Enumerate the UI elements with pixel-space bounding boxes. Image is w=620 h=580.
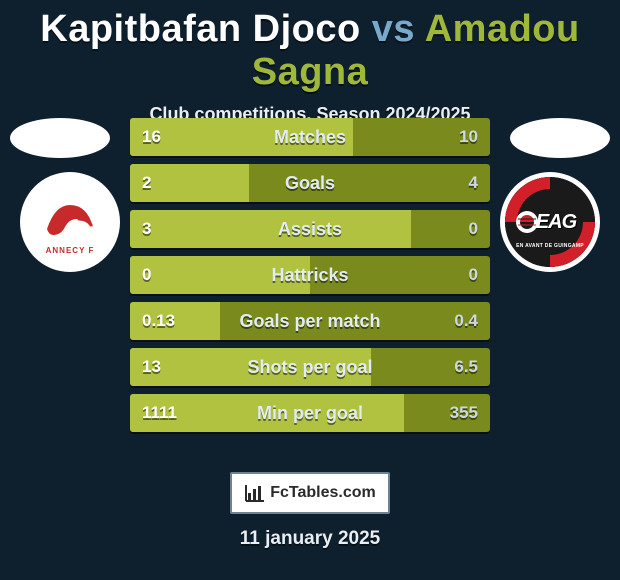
stat-value-right: 4 [469, 164, 478, 202]
stat-label: Matches [130, 118, 490, 156]
player1-club-badge: ANNECY F [20, 172, 120, 272]
stat-row: 3Assists0 [130, 210, 490, 248]
stat-label: Hattricks [130, 256, 490, 294]
player2-flag [510, 118, 610, 158]
stat-row: 0Hattricks0 [130, 256, 490, 294]
stat-value-right: 0.4 [454, 302, 478, 340]
fctables-badge: FcTables.com [230, 472, 390, 514]
eag-logo: EAG EN AVANT DE GUINGAMP [505, 177, 595, 267]
stat-value-right: 0 [469, 256, 478, 294]
bars-chart-icon [244, 483, 266, 503]
stat-label: Min per goal [130, 394, 490, 432]
stat-row: 16Matches10 [130, 118, 490, 156]
eag-subline: EN AVANT DE GUINGAMP [505, 243, 595, 249]
stat-row: 0.13Goals per match0.4 [130, 302, 490, 340]
stats-bars: 16Matches102Goals43Assists00Hattricks00.… [130, 118, 490, 440]
footer: FcTables.com 11 january 2025 [0, 472, 620, 550]
stat-label: Assists [130, 210, 490, 248]
annecy-logo: ANNECY F [35, 187, 105, 257]
eag-label: EAG [536, 211, 576, 234]
date: 11 january 2025 [240, 528, 381, 550]
stat-value-right: 6.5 [454, 348, 478, 386]
stat-value-right: 0 [469, 210, 478, 248]
annecy-label: ANNECY F [35, 246, 105, 255]
player1-flag [10, 118, 110, 158]
stat-value-right: 10 [459, 118, 478, 156]
fctables-text: FcTables.com [270, 484, 376, 502]
stat-label: Shots per goal [130, 348, 490, 386]
stat-row: 13Shots per goal6.5 [130, 348, 490, 386]
player1-name: Kapitbafan Djoco [40, 8, 360, 50]
vs-label: vs [372, 8, 415, 50]
player2-club-badge: EAG EN AVANT DE GUINGAMP [500, 172, 600, 272]
stat-label: Goals per match [130, 302, 490, 340]
stat-row: 2Goals4 [130, 164, 490, 202]
stat-row: 1111Min per goal355 [130, 394, 490, 432]
stat-label: Goals [130, 164, 490, 202]
page-title: Kapitbafan Djoco vs Amadou Sagna [0, 0, 620, 94]
stat-value-right: 355 [450, 394, 478, 432]
